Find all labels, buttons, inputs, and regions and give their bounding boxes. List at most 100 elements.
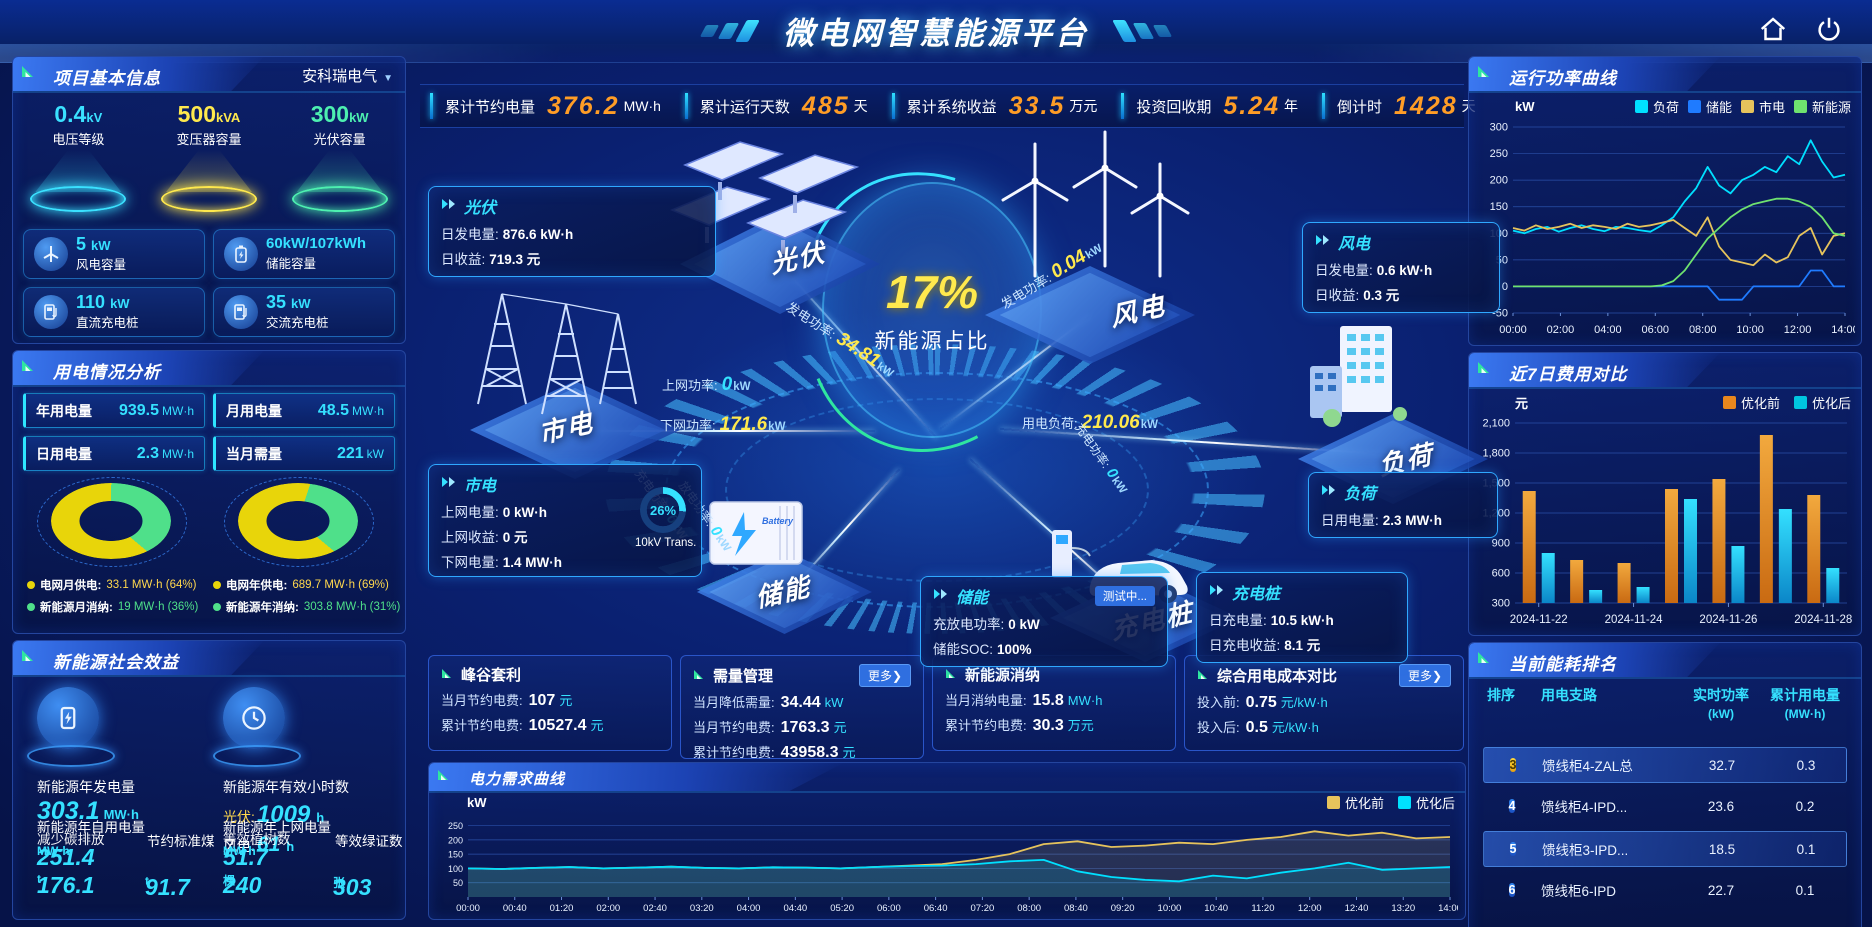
svg-text:04:00: 04:00 xyxy=(1594,324,1622,336)
stat-year-usage: 年用电量 939.5 MW·h xyxy=(23,393,205,428)
panel-mini-icon xyxy=(1197,667,1209,684)
panel-social-benefit: 新能源社会效益 新能源年发电量 303.1 MW·h 新能源年有效小时数 光伏:1… xyxy=(12,640,406,920)
svg-text:06:00: 06:00 xyxy=(1642,324,1670,336)
panel-title-ranking: 当前能耗排名 xyxy=(1509,655,1617,674)
chevron-icon xyxy=(441,197,457,215)
card-storage-capacity: 60kW/107kWh 储能容量 xyxy=(213,229,395,279)
energy-battery-icon xyxy=(37,687,99,749)
kpi-total-income: 累计系统收益 33.5 万元 xyxy=(882,85,1112,127)
renewable-share-value: 17% xyxy=(885,266,979,318)
hours-pv: 光伏:1009 h xyxy=(223,801,325,828)
cone-transformer-capacity: 500kVA 变压器容量 xyxy=(153,101,265,212)
ranking-row[interactable]: 5 馈线柜3-IPD... 18.5 0.1 xyxy=(1483,831,1847,867)
ranking-row[interactable]: 6 馈线柜6-IPD 22.7 0.1 xyxy=(1508,882,1815,899)
wind-turbine-icon xyxy=(34,237,68,271)
ranking-table-header: 排序 用电支路 实时功率 (kW) 累计用电量 (MW·h) xyxy=(1487,687,1840,721)
panel-title-power-curve: 运行功率曲线 xyxy=(1509,69,1617,88)
svg-text:1,800: 1,800 xyxy=(1482,448,1510,460)
testing-badge[interactable]: 测试中... xyxy=(1094,586,1155,606)
panel-cost-bar: 近7日费用对比 元 优化前 优化后 2,1001,8001,5001,20090… xyxy=(1468,352,1862,636)
kpi-run-days: 累计运行天数 485 天 xyxy=(675,85,882,127)
card-ac-charger: 35 kW 交流充电桩 xyxy=(213,287,395,337)
svg-text:300: 300 xyxy=(1490,122,1508,134)
header-swoosh-decoration xyxy=(0,44,1872,63)
kpi-countdown: 倒计时1428天 xyxy=(1312,85,1490,127)
company-dropdown[interactable]: 安科瑞电气 ▼ xyxy=(302,68,393,85)
legend-renewable-month[interactable]: 新能源月消纳: 19 MW·h (36%) xyxy=(27,599,198,615)
solar-panels-icon xyxy=(670,141,860,254)
more-button[interactable]: 更多❯ xyxy=(1398,664,1451,687)
svg-text:14:00: 14:00 xyxy=(1831,324,1855,336)
svg-text:600: 600 xyxy=(1492,568,1510,580)
power-y-unit: kW xyxy=(1515,99,1535,114)
demand-curve-chart: 250 200 150 100 50 00:00 00:40 01:20 02:00 02:40 0… xyxy=(448,821,1458,914)
svg-text:00:40: 00:40 xyxy=(503,903,527,914)
ac-charger-icon xyxy=(224,295,258,329)
stat-month-demand: 当月需量 221 kW xyxy=(213,436,395,471)
svg-text:04:40: 04:40 xyxy=(783,903,807,914)
svg-text:02:00: 02:00 xyxy=(1547,324,1575,336)
cost-compare-chart: 2,1001,8001,5001,2009006003002024-11-222… xyxy=(1482,418,1852,627)
legend-renewable-year[interactable]: 新能源年消纳: 303.8 MW·h (31%) xyxy=(213,599,400,615)
panel-energy-ranking: 当前能耗排名 排序 用电支路 实时功率 (kW) 累计用电量 (MW·h) 3 馈线… xyxy=(1468,642,1862,927)
legend-after-opt[interactable]: 优化后 xyxy=(1397,793,1455,812)
svg-text:900: 900 xyxy=(1492,538,1510,550)
svg-text:08:00: 08:00 xyxy=(1017,903,1041,914)
legend-cost-before[interactable]: 优化前 xyxy=(1722,393,1780,412)
legend-renewable[interactable]: 新能源 xyxy=(1793,97,1851,116)
title-slashes-right xyxy=(1112,19,1173,42)
panel-corner-icon xyxy=(437,767,451,786)
cone-pv-capacity: 300kW 光伏容量 xyxy=(284,101,396,212)
power-icon[interactable] xyxy=(1814,14,1844,44)
gen-value: 303.1 xyxy=(37,797,100,825)
cost-y-unit: 元 xyxy=(1515,396,1529,411)
panel-corner-icon xyxy=(1477,649,1492,669)
svg-text:200: 200 xyxy=(1490,175,1508,187)
stat-day-usage: 日用电量 2.3 MW·h xyxy=(23,436,205,471)
ranking-row[interactable]: 3 馈线柜4-ZAL总 32.7 0.3 xyxy=(1483,747,1847,783)
chevron-icon xyxy=(441,475,457,493)
page-title: 微电网智慧能源平台 xyxy=(783,16,1089,51)
legend-grid-month[interactable]: 电网月供电: 33.1 MW·h (64%) xyxy=(27,577,198,593)
svg-text:10:00: 10:00 xyxy=(1158,903,1182,914)
renewable-share-label: 新能源占比 xyxy=(874,330,990,353)
panel-demand-mgmt: 需量管理 更多❯ 当月降低需量: 34.44 kW 当月节约电费: 1763.3 元 累计… xyxy=(680,655,924,761)
legend-load[interactable]: 负荷 xyxy=(1634,97,1679,116)
dc-charger-icon xyxy=(34,295,68,329)
svg-text:10:40: 10:40 xyxy=(1204,903,1228,914)
svg-text:Battery: Battery xyxy=(762,516,794,526)
donut-month-chart xyxy=(31,473,191,569)
svg-text:150: 150 xyxy=(448,850,463,860)
title-slashes-left xyxy=(699,19,760,42)
svg-text:250: 250 xyxy=(448,821,463,831)
svg-text:08:00: 08:00 xyxy=(1689,324,1717,336)
more-button[interactable]: 更多❯ xyxy=(858,664,911,687)
svg-text:00:00: 00:00 xyxy=(1499,324,1527,336)
svg-text:200: 200 xyxy=(448,835,463,845)
home-icon[interactable] xyxy=(1758,14,1788,44)
grid-info-card: 市电 上网电量: 0 kW·h 上网收益: 0 元 下网电量: 1.4 MW·h 26… xyxy=(428,464,702,577)
wind-info-card: 风电 日发电量: 0.6 kW·h 日收益: 0.3 元 xyxy=(1302,222,1500,313)
svg-text:01:20: 01:20 xyxy=(550,903,574,914)
kpi-saved-energy: 累计节约电量 376.2 MW·h xyxy=(420,85,675,127)
power-towers-icon xyxy=(477,293,637,415)
card-wind-capacity: 5 kW 风电容量 xyxy=(23,229,205,279)
svg-text:13:20: 13:20 xyxy=(1391,903,1415,914)
legend-cost-after[interactable]: 优化后 xyxy=(1793,393,1851,412)
panel-title-usage: 用电情况分析 xyxy=(53,363,161,382)
legend-before-opt[interactable]: 优化前 xyxy=(1326,793,1384,812)
top-header-band xyxy=(0,0,1872,58)
hours-wind: 风电:61 h xyxy=(223,833,295,856)
social-left-values: 新能源年自用电量 减少碳排放 节约标准煤 251.4 MW·h 176.1 t 91… xyxy=(37,820,215,900)
ranking-row[interactable]: 4 馈线柜4-IPD... 23.6 0.2 xyxy=(1508,798,1815,815)
legend-grid-year[interactable]: 电网年供电: 689.7 MW·h (69%) xyxy=(213,577,400,593)
chevron-icon xyxy=(1315,233,1331,251)
svg-text:06:40: 06:40 xyxy=(924,903,948,914)
grid-down-flow-label: 下网功率: 171.6kW xyxy=(660,414,786,435)
flow-line-grid xyxy=(575,430,875,432)
battery-container-icon: Battery xyxy=(709,501,803,565)
donut-year-chart xyxy=(218,473,378,569)
svg-text:2024-11-22: 2024-11-22 xyxy=(1510,614,1568,626)
legend-grid[interactable]: 市电 xyxy=(1740,97,1785,116)
legend-storage[interactable]: 储能 xyxy=(1687,97,1732,116)
